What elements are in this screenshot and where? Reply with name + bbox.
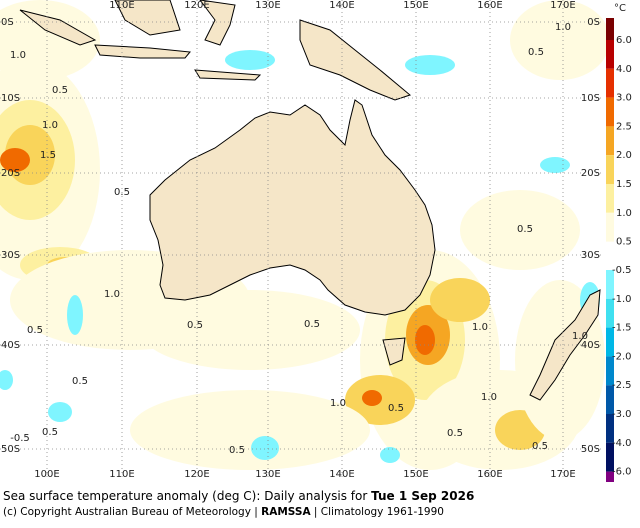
lon-label: 170E (550, 469, 575, 480)
legend-swatch (606, 356, 614, 386)
contour-label: 0.5 (388, 403, 404, 414)
lat-label: 40S (581, 340, 600, 351)
lon-label: 150E (403, 469, 428, 480)
graticule (0, 0, 603, 480)
legend-swatch (606, 298, 614, 328)
legend-label: -3.0 (612, 409, 632, 420)
legend-label: -6.0 (612, 467, 632, 478)
contour-label: 1.0 (42, 120, 58, 131)
lat-label: 0S (1, 17, 14, 28)
lon-label: 160E (477, 469, 502, 480)
copyright: (c) Copyright Australian Bureau of Meteo… (3, 506, 262, 518)
legend-swatch (606, 126, 614, 156)
contour-label: 0.5 (447, 428, 463, 439)
lat-label: 50S (581, 444, 600, 455)
legend-label: 3.0 (616, 93, 632, 104)
legend-label: -4.0 (612, 438, 632, 449)
legend-label: -2.5 (612, 380, 632, 391)
contour-label: -0.5 (10, 433, 30, 444)
legend-label: 6.0 (616, 35, 632, 46)
contour-label: 1.0 (10, 50, 26, 61)
legend-label: 2.5 (616, 121, 632, 132)
color-legend: °C 6.0 4.0 3.0 2.5 2.0 1.5 1.0 0.5 -0.5 -1.0 -1.5 -2… (606, 3, 632, 482)
legend-swatch (606, 184, 614, 213)
legend-swatch (606, 442, 614, 472)
lon-label: 140E (329, 0, 354, 11)
cold-anomaly-shading (0, 50, 600, 463)
legend-label: -2.0 (612, 351, 632, 362)
contour-label: 1.5 (40, 150, 56, 161)
legend-unit: °C (614, 3, 626, 14)
lon-label: 130E (255, 0, 280, 11)
lon-label: 100E (34, 469, 59, 480)
legend-swatch (606, 385, 614, 414)
system-name: RAMSSA (261, 506, 311, 518)
legend-label: 2.0 (616, 150, 632, 161)
lon-label: 120E (184, 0, 209, 11)
lat-label: 40S (1, 340, 20, 351)
caption-credits: (c) Copyright Australian Bureau of Meteo… (3, 506, 444, 518)
map: 110E 120E 130E 140E 150E 160E 170E 100E 110E 120E… (0, 0, 632, 482)
lat-label: 0S (587, 17, 600, 28)
lat-label: 30S (581, 250, 600, 261)
lon-label: 140E (329, 469, 354, 480)
legend-label: 1.5 (616, 179, 632, 190)
lon-label: 170E (550, 0, 575, 11)
legend-label: -1.5 (612, 323, 632, 334)
contour-label: 0.5 (517, 224, 533, 235)
legend-label: 1.0 (616, 208, 632, 219)
caption-title: Sea surface temperature anomaly (deg C):… (3, 489, 474, 503)
contour-label: 0.5 (27, 325, 43, 336)
contour-label: 1.0 (330, 398, 346, 409)
legend-label: 0.5 (616, 237, 632, 248)
contour-label: 0.5 (304, 319, 320, 330)
lon-label: 130E (255, 469, 280, 480)
lon-label: 110E (109, 469, 134, 480)
legend-swatch (606, 471, 614, 482)
lat-label: 20S (1, 168, 20, 179)
lat-label: 10S (581, 93, 600, 104)
legend-swatch (606, 414, 614, 443)
legend-label: 4.0 (616, 64, 632, 75)
contour-label: 0.5 (528, 47, 544, 58)
contour-label: 0.5 (114, 187, 130, 198)
lon-label: 110E (109, 0, 134, 11)
lon-label: 120E (184, 469, 209, 480)
contour-label: 0.5 (72, 376, 88, 387)
legend-swatch (606, 270, 614, 299)
legend-swatch (606, 97, 614, 127)
lat-label: 50S (1, 444, 20, 455)
legend-swatch (606, 327, 614, 357)
legend-label: -1.0 (612, 294, 632, 305)
contour-label: 0.5 (42, 427, 58, 438)
caption-date: Tue 1 Sep 2026 (371, 489, 475, 503)
contour-label: 1.0 (572, 331, 588, 342)
contour-label: 1.0 (472, 322, 488, 333)
contour-label: 0.5 (187, 320, 203, 331)
contour-label: 0.5 (229, 445, 245, 456)
legend-swatch (606, 212, 614, 242)
contour-label: 1.0 (104, 289, 120, 300)
contour-label: 1.0 (481, 392, 497, 403)
legend-swatch (606, 155, 614, 184)
contour-label: 0.5 (532, 441, 548, 452)
climatology: | Climatology 1961-1990 (310, 506, 444, 518)
lat-label: 20S (581, 168, 600, 179)
contour-label: 0.5 (52, 85, 68, 96)
legend-swatch (606, 68, 614, 98)
legend-label: -0.5 (612, 265, 632, 276)
caption-text: Sea surface temperature anomaly (deg C):… (3, 489, 372, 503)
lat-label: 30S (1, 250, 20, 261)
contour-label: 1.0 (555, 22, 571, 33)
lat-label: 10S (1, 93, 20, 104)
lon-label: 150E (403, 0, 428, 11)
legend-swatch (606, 40, 614, 69)
legend-swatch (606, 18, 614, 40)
lon-label: 160E (477, 0, 502, 11)
